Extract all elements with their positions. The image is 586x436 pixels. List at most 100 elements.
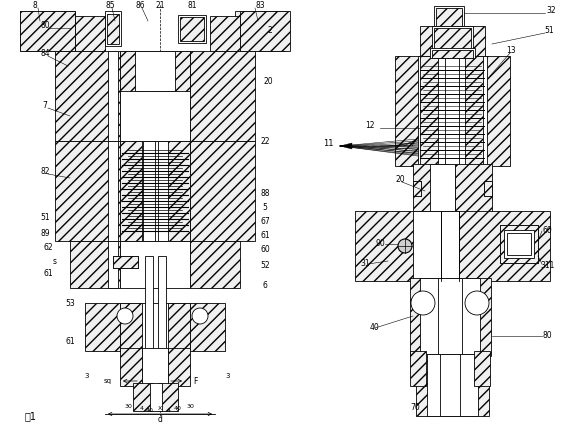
Text: 3: 3 <box>85 373 89 379</box>
Text: 85: 85 <box>105 1 115 10</box>
Text: 21: 21 <box>155 1 165 10</box>
Circle shape <box>117 308 133 324</box>
Bar <box>410 278 443 356</box>
Text: 80: 80 <box>542 331 552 341</box>
Bar <box>158 256 166 386</box>
Bar <box>168 141 190 241</box>
Text: 40: 40 <box>146 408 154 412</box>
Bar <box>420 278 480 356</box>
Bar <box>158 383 178 411</box>
Text: 90: 90 <box>375 239 385 249</box>
Bar <box>70 241 120 288</box>
Text: 311: 311 <box>541 262 555 270</box>
Bar <box>135 51 175 91</box>
Bar <box>190 241 240 288</box>
Bar <box>427 354 478 416</box>
Bar <box>120 51 190 91</box>
Text: 60: 60 <box>542 226 552 235</box>
Bar <box>190 303 225 351</box>
Bar <box>85 303 120 351</box>
Bar <box>158 141 170 241</box>
Text: 12: 12 <box>365 122 375 130</box>
Polygon shape <box>240 11 290 51</box>
Text: 5: 5 <box>263 204 267 212</box>
Text: 图1: 图1 <box>25 411 37 421</box>
Text: 84: 84 <box>40 50 50 58</box>
Text: 62: 62 <box>43 243 53 252</box>
Text: 30: 30 <box>186 403 194 409</box>
Bar <box>120 51 190 141</box>
Bar <box>113 256 138 268</box>
Text: 88: 88 <box>260 190 270 198</box>
Bar <box>120 141 142 241</box>
Bar <box>105 11 121 46</box>
Bar <box>436 8 462 28</box>
Bar <box>484 181 492 196</box>
Bar <box>420 56 438 166</box>
Text: 81: 81 <box>188 1 197 10</box>
Bar <box>108 141 118 241</box>
Bar <box>413 181 421 196</box>
Bar <box>235 11 285 51</box>
Text: 4: 4 <box>167 408 171 412</box>
Bar <box>430 48 475 58</box>
Bar <box>432 50 473 58</box>
Text: 20: 20 <box>263 76 273 85</box>
Bar <box>142 348 168 386</box>
Text: 30: 30 <box>124 403 132 409</box>
Bar <box>500 225 538 263</box>
Bar <box>416 354 489 416</box>
Bar <box>178 15 206 43</box>
Text: 2: 2 <box>268 27 272 35</box>
Text: 13: 13 <box>506 47 516 55</box>
Text: 7: 7 <box>43 102 47 110</box>
Bar <box>355 211 450 281</box>
Bar <box>120 241 190 288</box>
Polygon shape <box>20 11 75 51</box>
Text: 51: 51 <box>544 27 554 35</box>
Text: 89: 89 <box>40 229 50 238</box>
Bar <box>420 26 485 61</box>
Bar <box>430 164 455 214</box>
Bar <box>120 348 142 386</box>
Text: 80: 80 <box>40 21 50 31</box>
Bar <box>20 11 75 51</box>
Text: 32: 32 <box>546 7 556 16</box>
Text: 3: 3 <box>226 373 230 379</box>
Bar <box>445 56 459 166</box>
Polygon shape <box>210 16 240 51</box>
Circle shape <box>192 308 208 324</box>
Text: d: d <box>158 415 162 423</box>
Text: 70: 70 <box>410 403 420 412</box>
Bar <box>484 181 492 196</box>
Bar <box>418 56 487 166</box>
Bar <box>190 141 255 241</box>
Bar <box>113 256 138 268</box>
Text: 83: 83 <box>255 1 265 10</box>
Circle shape <box>465 291 489 315</box>
Bar <box>455 211 550 281</box>
Text: 31: 31 <box>360 259 370 269</box>
Bar <box>500 225 538 263</box>
Bar <box>120 141 190 241</box>
Bar <box>441 211 459 281</box>
Text: 40: 40 <box>370 324 380 333</box>
Bar <box>507 233 531 255</box>
Bar <box>120 303 142 351</box>
Text: 4: 4 <box>140 405 144 411</box>
Text: 86: 86 <box>135 1 145 10</box>
Bar <box>410 351 426 386</box>
Bar <box>108 241 118 288</box>
Text: 52: 52 <box>260 262 270 270</box>
Bar <box>413 211 455 281</box>
Text: 61: 61 <box>43 269 53 279</box>
Text: F: F <box>193 377 197 385</box>
Bar <box>180 17 204 41</box>
Bar <box>190 51 255 141</box>
Text: 51: 51 <box>40 214 50 222</box>
Text: 53: 53 <box>65 300 75 309</box>
Bar <box>413 181 421 196</box>
Polygon shape <box>75 16 105 51</box>
Bar <box>55 51 120 141</box>
Bar <box>55 141 120 241</box>
